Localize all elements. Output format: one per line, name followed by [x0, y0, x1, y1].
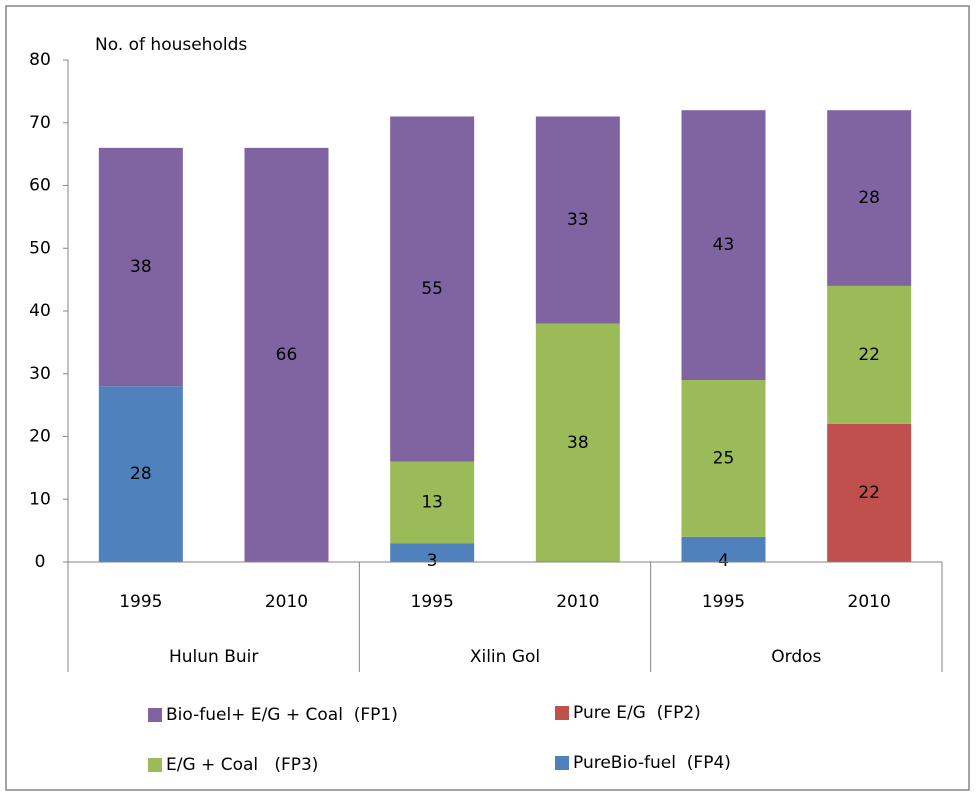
y-tick-label: 30	[29, 364, 51, 384]
legend-label: Bio-fuel+ E/G + Coal (FP1)	[166, 705, 398, 725]
data-label: 55	[421, 279, 443, 299]
bar-segment	[827, 285, 912, 424]
y-tick-label: 10	[29, 489, 51, 509]
y-tick-label: 20	[29, 427, 51, 447]
x-tick-label: 1995	[702, 592, 745, 612]
data-label: 28	[130, 464, 152, 484]
group-label: Xilin Gol	[470, 647, 540, 667]
legend-swatch	[148, 708, 162, 722]
data-label: 4	[718, 551, 729, 571]
bar-segment	[827, 423, 912, 562]
data-label: 66	[276, 345, 298, 365]
legend-label: E/G + Coal (FP3)	[166, 755, 318, 775]
bar-segment	[681, 110, 766, 381]
y-tick-label: 50	[29, 238, 51, 258]
legend-label: PureBio-fuel (FP4)	[573, 753, 731, 773]
y-tick-label: 40	[29, 301, 51, 321]
data-label: 33	[567, 210, 589, 230]
data-label: 3	[427, 551, 438, 571]
bar-segment	[98, 386, 183, 562]
legend-swatch	[555, 756, 569, 770]
bar-segment	[681, 380, 766, 537]
x-tick-label: 2010	[556, 592, 599, 612]
x-tick-label: 1995	[411, 592, 454, 612]
y-tick-label: 60	[29, 176, 51, 196]
y-tick-label: 80	[29, 50, 51, 70]
data-label: 28	[858, 188, 880, 208]
legend-swatch	[148, 758, 162, 772]
bar-segment	[535, 323, 620, 562]
y-tick-label: 70	[29, 113, 51, 133]
bar-segment	[390, 543, 475, 562]
bar-segment	[244, 147, 329, 562]
x-tick-label: 1995	[119, 592, 162, 612]
bar-segment	[535, 116, 620, 324]
y-tick-label: 0	[35, 552, 46, 572]
data-label: 22	[858, 483, 880, 503]
data-label: 13	[421, 492, 443, 512]
bar-segment	[390, 461, 475, 544]
bar-segment	[390, 116, 475, 462]
data-label: 38	[567, 433, 589, 453]
data-label: 43	[713, 235, 735, 255]
bar-segment	[98, 147, 183, 387]
bar-segment	[827, 110, 912, 286]
y-axis-label: No. of households	[95, 35, 247, 55]
legend-label: Pure E/G (FP2)	[573, 703, 701, 723]
data-label: 22	[858, 345, 880, 365]
group-label: Hulun Buir	[169, 647, 258, 667]
data-label: 38	[130, 257, 152, 277]
legend-swatch	[555, 706, 569, 720]
data-label: 25	[713, 448, 735, 468]
x-tick-label: 2010	[848, 592, 891, 612]
x-tick-label: 2010	[265, 592, 308, 612]
group-label: Ordos	[771, 647, 821, 667]
bar-segment	[681, 536, 766, 562]
